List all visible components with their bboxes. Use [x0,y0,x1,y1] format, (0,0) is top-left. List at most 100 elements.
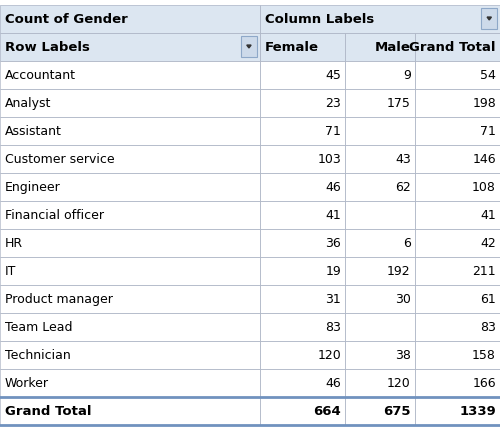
Bar [260,6,500,34]
Text: 103: 103 [317,153,341,166]
Text: Technician: Technician [5,348,71,361]
Text: 9: 9 [403,69,410,82]
Bar [414,396,500,424]
Bar [414,173,500,201]
Text: 23: 23 [325,97,341,110]
Bar [414,173,500,201]
Bar [0,257,260,285]
Text: Grand Total: Grand Total [410,41,496,54]
Text: 120: 120 [387,376,410,389]
Text: 108: 108 [472,181,496,194]
Text: Worker: Worker [5,376,49,389]
Bar [260,117,345,145]
Bar [260,257,345,285]
Bar [345,285,414,313]
Text: Male: Male [375,41,410,54]
Bar [345,117,414,145]
Bar [0,89,260,117]
Bar [0,257,260,285]
Bar [345,229,414,257]
Bar [0,396,260,424]
Text: 46: 46 [325,181,341,194]
Text: 41: 41 [325,209,341,221]
Bar [345,341,414,369]
Bar [260,313,345,341]
Bar [260,61,345,89]
Text: HR: HR [5,237,23,249]
Bar [0,89,260,117]
Text: 146: 146 [472,153,496,166]
Bar [0,6,260,34]
Bar [260,201,345,229]
Bar [260,313,345,341]
Polygon shape [487,18,492,21]
Bar [414,285,500,313]
Text: 46: 46 [325,376,341,389]
Text: 83: 83 [325,320,341,333]
Bar [414,369,500,396]
Bar [0,285,260,313]
Bar [414,201,500,229]
Bar [260,89,345,117]
Bar [260,285,345,313]
Bar [414,34,500,61]
Text: Engineer: Engineer [5,181,61,194]
Bar [345,173,414,201]
Bar [260,229,345,257]
Bar [260,341,345,369]
Bar [345,173,414,201]
Text: 211: 211 [472,264,496,277]
Text: Grand Total: Grand Total [5,404,92,417]
Bar [260,285,345,313]
Text: 31: 31 [325,292,341,305]
Text: 192: 192 [387,264,410,277]
Bar [345,396,414,424]
Bar [414,313,500,341]
Text: 120: 120 [317,348,341,361]
Bar [0,61,260,89]
Bar [0,369,260,396]
Text: 71: 71 [480,125,496,138]
Bar [414,34,500,61]
Bar [260,229,345,257]
Text: IT: IT [5,264,16,277]
Bar [260,145,345,173]
Bar [345,61,414,89]
Bar [345,341,414,369]
Bar [0,201,260,229]
Bar [0,173,260,201]
Bar [0,341,260,369]
Text: Customer service: Customer service [5,153,114,166]
Text: 83: 83 [480,320,496,333]
Text: Analyst: Analyst [5,97,52,110]
Text: Count of Gender: Count of Gender [5,13,128,26]
Bar [414,89,500,117]
Text: Financial officer: Financial officer [5,209,104,221]
Bar [414,257,500,285]
Bar [260,6,500,34]
Bar [260,61,345,89]
Bar [482,9,497,30]
Bar [414,257,500,285]
Text: 45: 45 [325,69,341,82]
Bar [345,34,414,61]
Bar [0,34,260,61]
Bar [414,117,500,145]
Bar [345,117,414,145]
Bar [414,341,500,369]
Bar [345,201,414,229]
Text: 61: 61 [480,292,496,305]
Text: Accountant: Accountant [5,69,76,82]
Text: 62: 62 [395,181,410,194]
Bar [260,201,345,229]
Text: Assistant: Assistant [5,125,62,138]
Bar [345,257,414,285]
Text: Team Lead: Team Lead [5,320,72,333]
Bar [0,396,260,424]
Text: 19: 19 [325,264,341,277]
Bar [345,313,414,341]
Text: 41: 41 [480,209,496,221]
Bar [260,34,345,61]
Bar [260,396,345,424]
Text: 675: 675 [383,404,410,417]
